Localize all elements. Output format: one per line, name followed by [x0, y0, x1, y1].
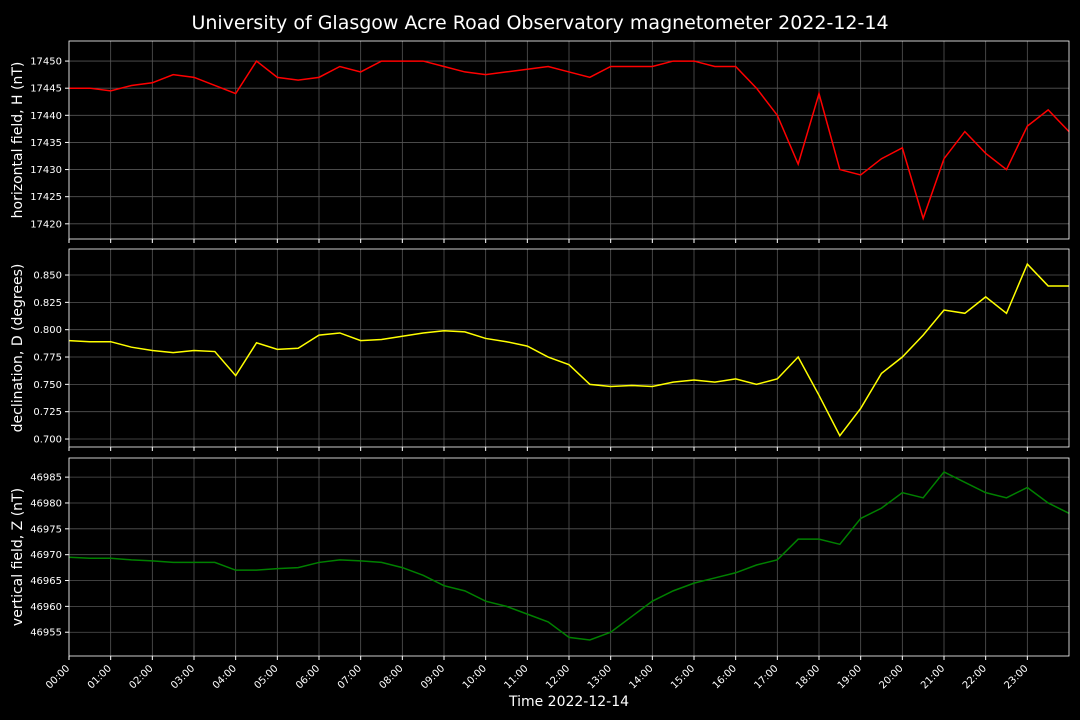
- y-tick-label: 46965: [30, 576, 62, 587]
- y-tick-label: 46980: [30, 498, 62, 509]
- y-tick-label: 46955: [30, 628, 62, 639]
- axes-frame: [68, 40, 1070, 240]
- y-tick-label: 0.800: [33, 325, 62, 336]
- y-tick-label: 46975: [30, 524, 62, 535]
- chart-title: University of Glasgow Acre Road Observat…: [191, 12, 888, 34]
- y-tick-label: 17425: [30, 192, 62, 203]
- axes-frame: [68, 248, 1070, 448]
- y-tick-label: 17445: [30, 84, 62, 95]
- y-tick-label: 46985: [30, 473, 62, 484]
- y-tick-label: 0.750: [33, 380, 62, 391]
- data-line: [69, 59, 1070, 221]
- y-tick-label: 17435: [30, 138, 62, 149]
- x-axis-label: Time 2022-12-14: [508, 694, 629, 710]
- y-tick-label: 17450: [30, 57, 62, 68]
- y-tick-label: 46970: [30, 550, 62, 561]
- y-axis-label: horizontal field, H (nT): [10, 62, 26, 219]
- y-tick-label: 17440: [30, 111, 62, 122]
- y-axis-label: declination, D (degrees): [10, 264, 26, 433]
- y-tick-label: 17420: [30, 219, 62, 230]
- y-tick-label: 0.700: [33, 435, 62, 446]
- y-axis-label: vertical field, Z (nT): [10, 488, 26, 626]
- data-line: [68, 262, 1069, 438]
- y-tick-label: 17430: [30, 165, 62, 176]
- y-tick-label: 0.775: [33, 353, 62, 364]
- y-tick-label: 0.725: [33, 407, 62, 418]
- y-tick-label: 0.825: [33, 298, 62, 309]
- y-tick-label: 46960: [30, 602, 62, 613]
- data-line: [68, 471, 1070, 641]
- y-tick-label: 0.850: [33, 271, 62, 282]
- axes-frame: [68, 457, 1070, 657]
